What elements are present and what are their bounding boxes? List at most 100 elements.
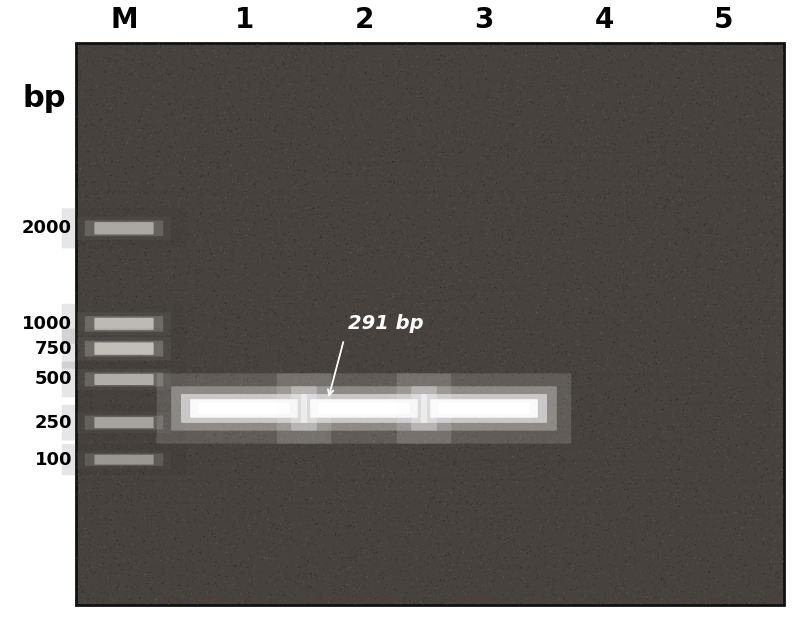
- Point: [361, 547, 374, 557]
- Point: [709, 535, 722, 545]
- Point: [612, 186, 625, 196]
- Point: [606, 317, 618, 326]
- Point: [224, 170, 237, 180]
- Point: [531, 329, 544, 339]
- Point: [474, 218, 487, 228]
- Point: [218, 70, 231, 80]
- Point: [630, 107, 642, 117]
- Point: [491, 318, 504, 328]
- Point: [291, 60, 304, 70]
- Point: [749, 536, 762, 545]
- Point: [769, 560, 782, 569]
- Point: [562, 439, 575, 449]
- Point: [674, 473, 687, 482]
- Point: [533, 385, 546, 395]
- Point: [482, 249, 495, 259]
- Point: [662, 452, 674, 462]
- Point: [689, 82, 702, 92]
- Point: [341, 262, 354, 271]
- Point: [205, 168, 218, 178]
- Point: [571, 220, 584, 230]
- Point: [266, 66, 279, 76]
- Point: [103, 243, 116, 253]
- Point: [291, 571, 304, 581]
- Point: [622, 347, 634, 357]
- Point: [344, 342, 357, 352]
- Point: [174, 184, 187, 194]
- Point: [560, 350, 573, 360]
- Point: [652, 388, 665, 398]
- Point: [618, 173, 630, 183]
- Point: [358, 223, 371, 233]
- Point: [98, 188, 110, 198]
- Point: [349, 130, 362, 140]
- Point: [276, 366, 289, 376]
- Point: [643, 595, 656, 605]
- Point: [338, 223, 350, 233]
- Point: [237, 507, 250, 517]
- Point: [556, 547, 569, 557]
- Point: [265, 58, 278, 68]
- Point: [728, 576, 741, 586]
- Point: [82, 476, 95, 486]
- Point: [567, 360, 580, 370]
- Point: [194, 268, 206, 278]
- Point: [752, 301, 765, 311]
- Point: [555, 537, 568, 547]
- Point: [240, 59, 253, 69]
- Point: [590, 520, 602, 529]
- Point: [595, 89, 608, 99]
- Point: [759, 77, 772, 87]
- Point: [546, 422, 558, 432]
- Point: [586, 41, 598, 51]
- Point: [763, 97, 776, 107]
- Point: [361, 312, 374, 322]
- Point: [458, 358, 471, 368]
- Point: [650, 365, 663, 375]
- Point: [155, 421, 168, 431]
- Point: [605, 101, 618, 111]
- Point: [342, 581, 354, 591]
- Point: [378, 391, 391, 400]
- Point: [579, 217, 592, 227]
- Point: [317, 322, 330, 332]
- Point: [209, 572, 222, 582]
- Point: [628, 381, 641, 391]
- Point: [217, 88, 230, 97]
- Point: [754, 230, 767, 240]
- Point: [705, 349, 718, 359]
- Point: [417, 520, 430, 529]
- Point: [639, 342, 652, 352]
- Point: [91, 462, 104, 471]
- Point: [501, 285, 514, 295]
- Point: [525, 234, 538, 244]
- Point: [467, 383, 480, 392]
- Point: [309, 511, 322, 521]
- Point: [763, 225, 776, 234]
- Point: [634, 392, 646, 402]
- Point: [502, 537, 515, 547]
- Point: [326, 223, 339, 233]
- Point: [548, 521, 561, 531]
- Point: [437, 561, 450, 571]
- Point: [302, 584, 315, 594]
- Point: [102, 279, 115, 289]
- Point: [766, 174, 778, 184]
- Point: [738, 70, 750, 80]
- Point: [602, 546, 614, 556]
- Point: [238, 501, 250, 511]
- Point: [317, 589, 330, 598]
- Point: [546, 280, 558, 289]
- Point: [389, 440, 402, 450]
- Point: [360, 96, 373, 106]
- Point: [618, 136, 630, 146]
- Point: [543, 277, 556, 287]
- Point: [365, 180, 378, 190]
- Point: [708, 167, 721, 176]
- Point: [431, 439, 444, 449]
- Point: [614, 159, 627, 169]
- Point: [760, 46, 773, 56]
- Point: [691, 384, 704, 394]
- Point: [497, 328, 510, 337]
- Point: [495, 530, 508, 540]
